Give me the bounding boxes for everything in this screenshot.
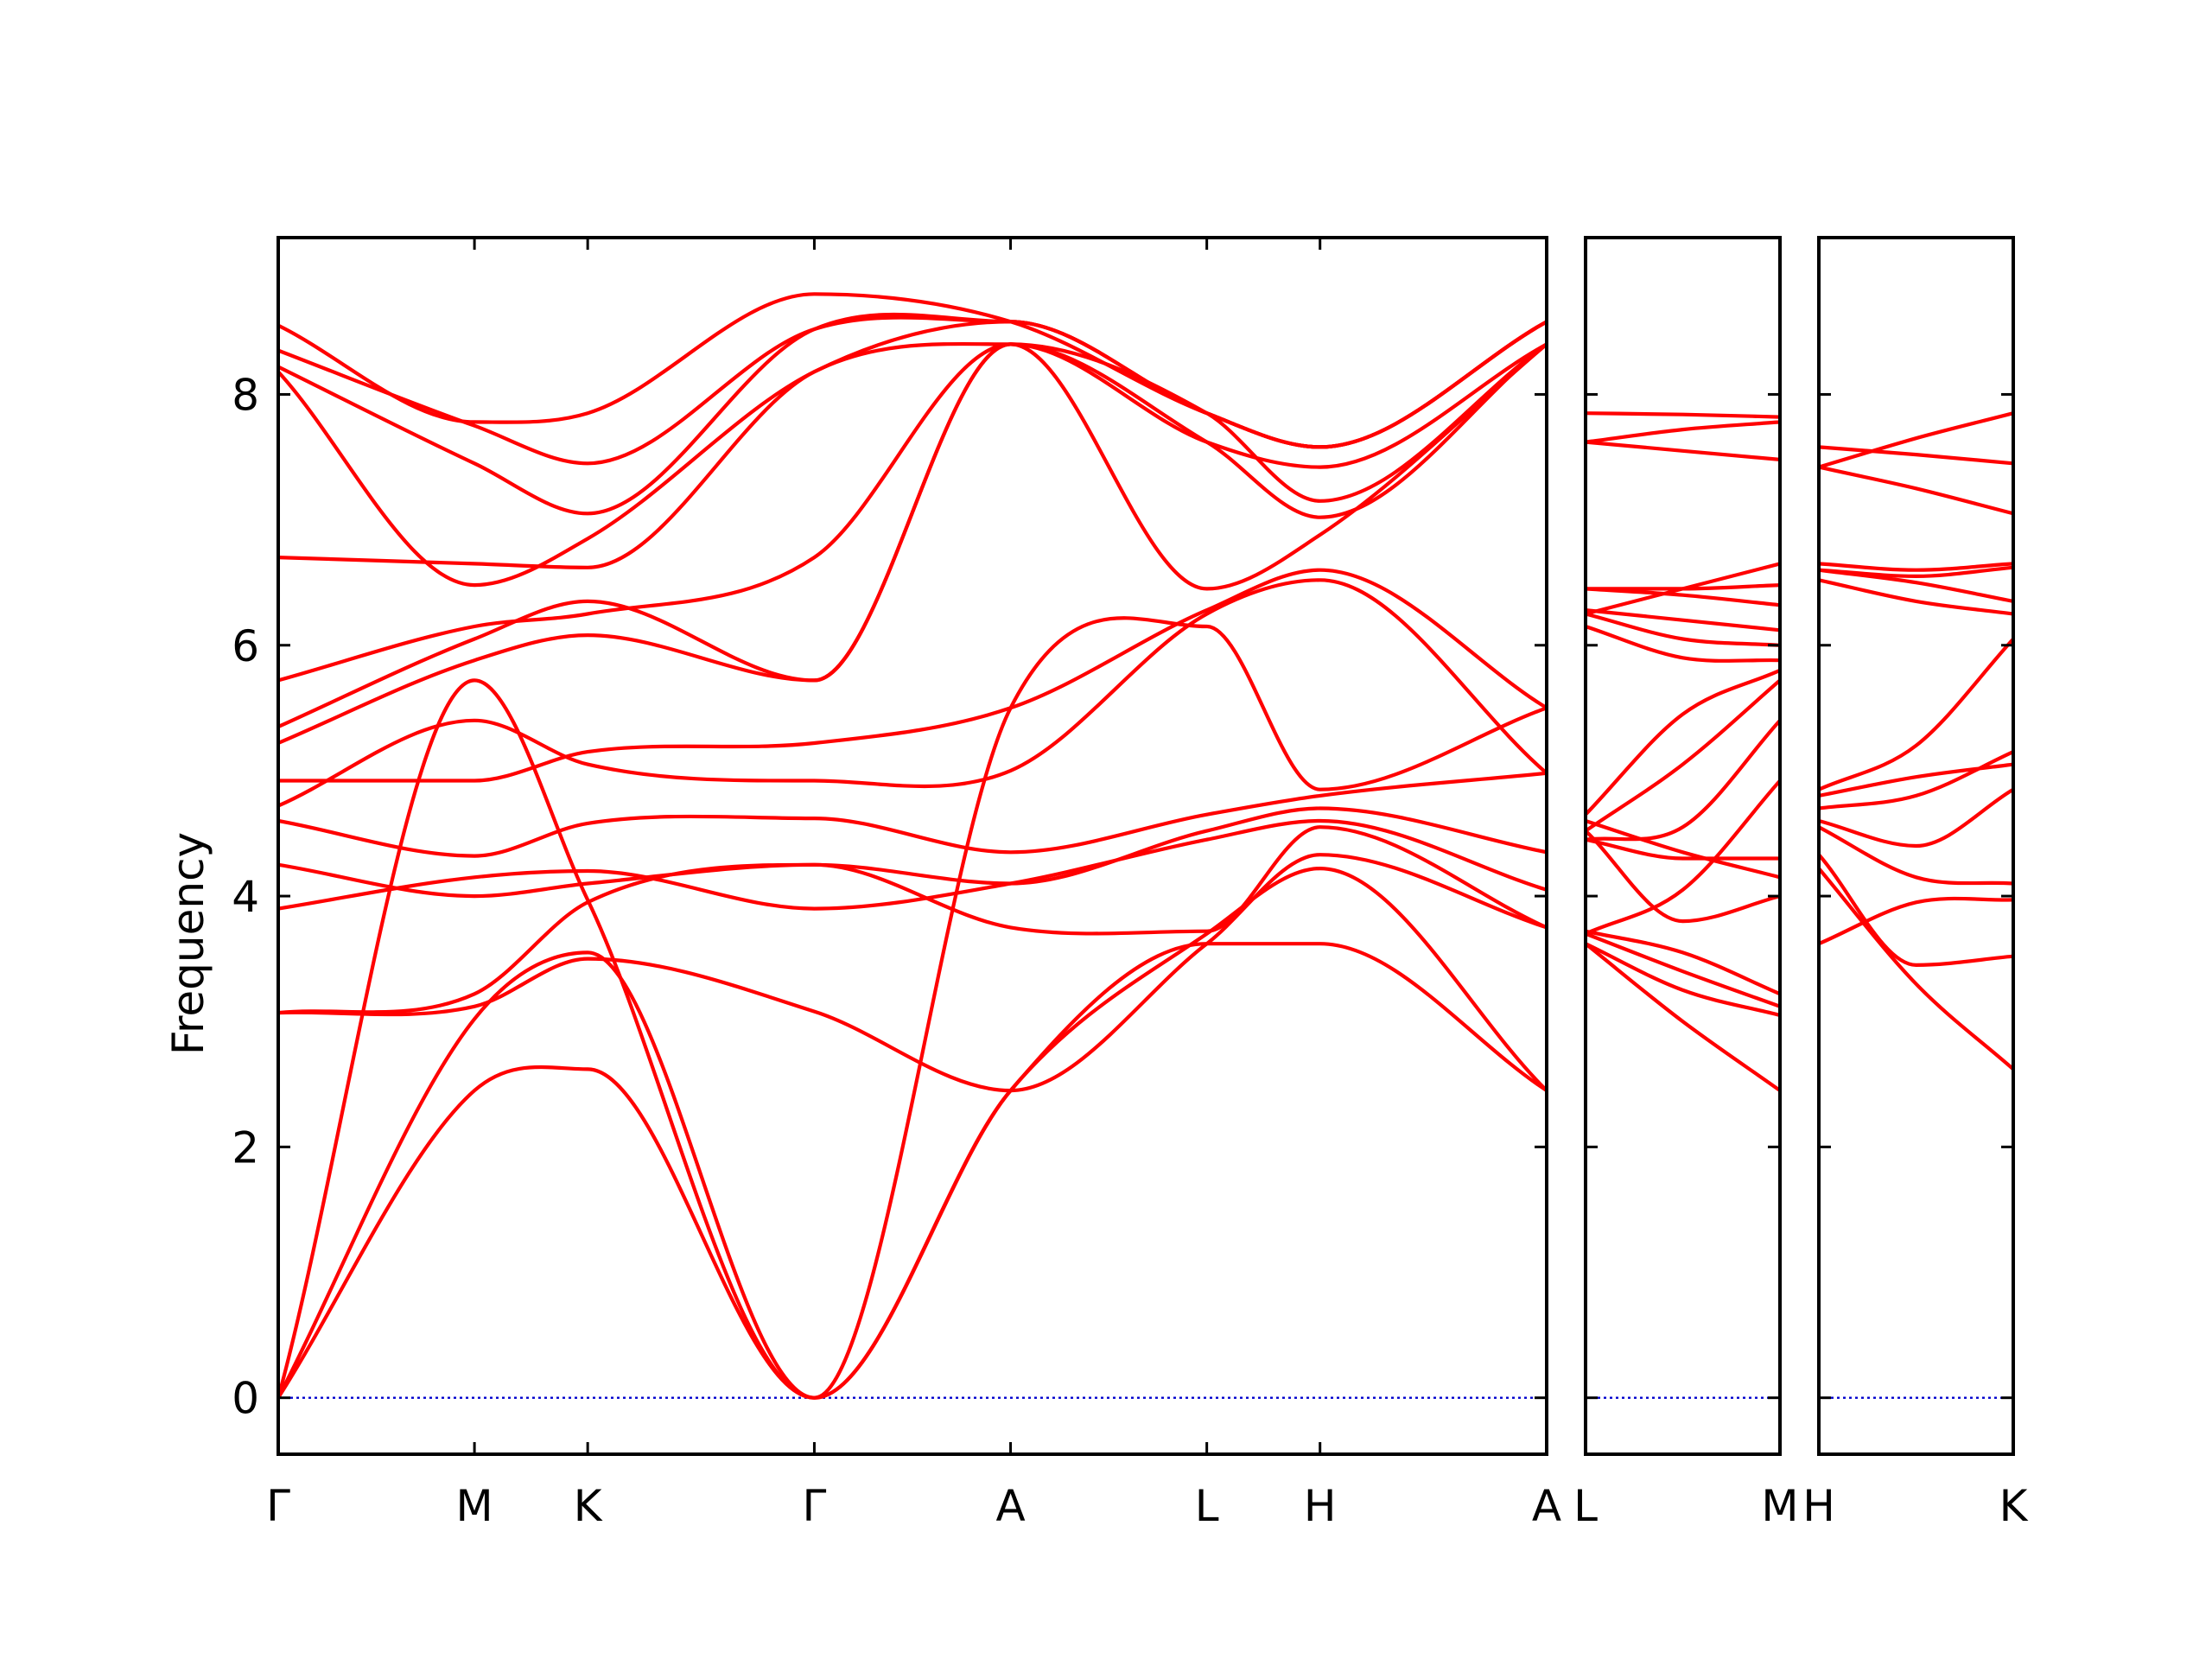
band-line-17 <box>1586 562 1780 616</box>
band-line-6 <box>1819 750 2013 810</box>
band-line-10 <box>1586 678 1780 833</box>
band-line-9 <box>278 578 1547 808</box>
y-tick-label: 4 <box>232 872 259 922</box>
band-line-14 <box>278 341 1547 569</box>
band-line-3 <box>1819 896 2013 946</box>
band-line-4 <box>278 853 1547 1093</box>
panel-frame <box>1584 236 1782 1456</box>
x-tick-label: A <box>995 1481 1025 1531</box>
x-tick-label: Γ <box>803 1481 827 1531</box>
band-line-18 <box>1586 440 1780 461</box>
band-line-1 <box>1819 867 2013 1071</box>
band-line-11 <box>1819 565 2013 578</box>
band-line-12 <box>1819 562 2013 572</box>
panel-plot-area <box>1819 411 2013 1399</box>
band-line-3 <box>278 616 1547 1400</box>
band-line-14 <box>1819 411 2013 469</box>
x-tick-label: Γ <box>266 1481 290 1531</box>
band-line-7 <box>1586 818 1780 880</box>
band-line-1 <box>278 942 1547 1400</box>
band-line-12 <box>278 342 1547 729</box>
x-tick-label: A <box>1532 1481 1561 1531</box>
panel-frame <box>1817 236 2015 1456</box>
band-line-9 <box>1586 718 1780 842</box>
band-line-18 <box>278 292 1547 449</box>
band-line-14 <box>1586 608 1780 632</box>
band-line-15 <box>1586 587 1780 607</box>
x-tick-label: L <box>1573 1481 1598 1531</box>
band-line-9 <box>1819 578 2013 616</box>
band-line-8 <box>1586 779 1780 936</box>
panel-1: 0 2 4 6 8 Γ M K Γ A L H A <box>232 236 1561 1531</box>
x-tick-label: H <box>1304 1481 1337 1531</box>
band-line-11 <box>1586 668 1780 817</box>
band-line-15 <box>278 320 1547 588</box>
band-line-5 <box>1819 787 2013 849</box>
band-line-10 <box>278 568 1547 783</box>
band-line-1 <box>1586 942 1780 1093</box>
x-tick-label: M <box>1761 1481 1798 1531</box>
band-line-13 <box>1586 612 1780 647</box>
band-line-6 <box>278 818 1547 911</box>
panel-plot-area <box>1586 411 1780 1399</box>
x-tick-label: K <box>574 1481 603 1531</box>
band-line-7 <box>1819 762 2013 798</box>
x-tick-label: K <box>1999 1481 2029 1531</box>
band-line-3 <box>1586 931 1780 1008</box>
x-tick-label: L <box>1195 1481 1219 1531</box>
band-line-4 <box>1819 825 2013 886</box>
band-line-13 <box>278 342 1547 683</box>
x-tick-label: M <box>456 1481 493 1531</box>
band-line-6 <box>1586 829 1780 924</box>
band-line-2 <box>278 867 1547 1400</box>
band-line-8 <box>278 771 1547 858</box>
y-axis-label: Frequency <box>163 832 213 1055</box>
band-line-5 <box>1586 837 1780 861</box>
band-line-4 <box>1586 929 1780 996</box>
panel-frame <box>276 236 1548 1456</box>
band-line-2 <box>1819 853 2013 967</box>
band-line-7 <box>278 806 1547 899</box>
y-tick-label: 8 <box>232 370 259 420</box>
y-tick-label: 0 <box>232 1374 259 1424</box>
band-line-20 <box>1586 411 1780 419</box>
band-line-2 <box>1586 942 1780 1018</box>
band-line-19 <box>1586 420 1780 444</box>
y-tick-label: 6 <box>232 621 259 671</box>
band-line-12 <box>1586 624 1780 663</box>
band-line-8 <box>1819 637 2013 791</box>
band-line-15 <box>1819 445 2013 466</box>
band-line-13 <box>1819 465 2013 516</box>
x-tick-label: H <box>1802 1481 1835 1531</box>
y-tick-label: 2 <box>232 1122 259 1173</box>
panel-plot-area <box>278 292 1547 1400</box>
